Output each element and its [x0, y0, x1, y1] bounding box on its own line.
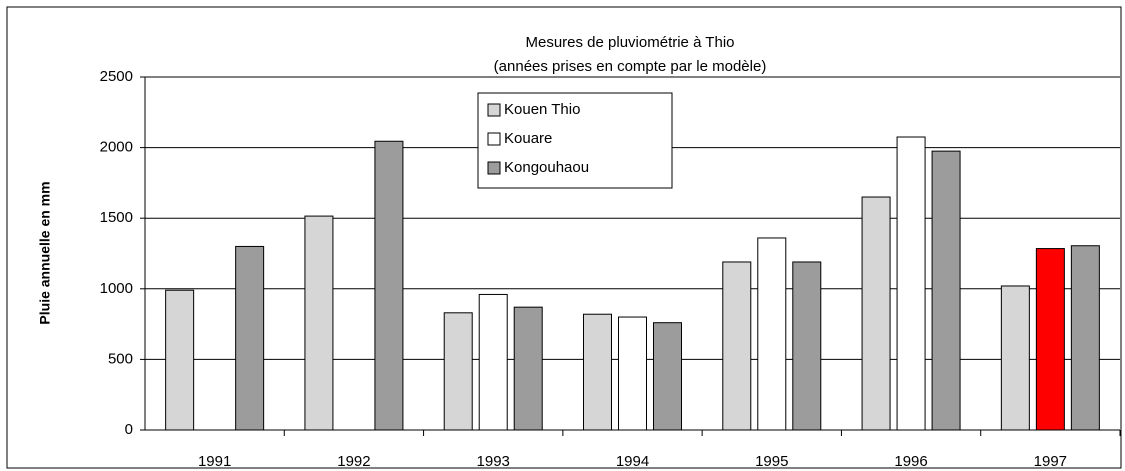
y-tick-label: 1000: [100, 280, 133, 297]
x-tick-label: 1997: [1034, 453, 1067, 470]
legend-swatch: [487, 103, 501, 117]
chart-subtitle: (années prises en compte par le modèle): [494, 58, 767, 75]
bar: [1035, 248, 1065, 431]
legend-swatch: [487, 132, 501, 146]
y-tick-label: 500: [108, 350, 133, 367]
legend-label: Kouen Thio: [504, 101, 580, 118]
chart-title: Mesures de pluviométrie à Thio: [526, 34, 735, 51]
bar: [478, 293, 508, 431]
bar: [235, 245, 265, 431]
bar: [618, 316, 647, 431]
bar: [896, 136, 926, 431]
y-tick-label: 0: [125, 421, 133, 438]
bar: [1070, 245, 1100, 431]
bar: [443, 312, 473, 431]
x-tick-label: 1994: [616, 453, 649, 470]
bar: [653, 322, 682, 431]
bar: [757, 237, 787, 431]
legend-label: Kongouhaou: [504, 159, 589, 176]
x-tick-label: 1993: [477, 453, 510, 470]
bar: [722, 261, 752, 431]
bar: [165, 289, 195, 431]
bar: [304, 215, 334, 431]
bar: [513, 306, 543, 431]
legend-label: Kouare: [504, 130, 552, 147]
bar: [931, 150, 961, 431]
x-tick-label: 1991: [198, 453, 231, 470]
y-axis-title: Pluie annuelle en mm: [37, 181, 53, 324]
y-tick-label: 1500: [100, 209, 133, 226]
bar: [861, 196, 891, 431]
bar: [583, 313, 612, 431]
legend-box: [477, 92, 673, 189]
bar: [374, 140, 404, 431]
x-tick-label: 1992: [337, 453, 370, 470]
x-tick-label: 1996: [894, 453, 927, 470]
x-tick-label: 1995: [755, 453, 788, 470]
bar: [1000, 285, 1030, 431]
y-tick-label: 2000: [100, 139, 133, 156]
legend-swatch: [487, 161, 501, 175]
bar: [792, 261, 822, 431]
y-tick-label: 2500: [100, 68, 133, 85]
